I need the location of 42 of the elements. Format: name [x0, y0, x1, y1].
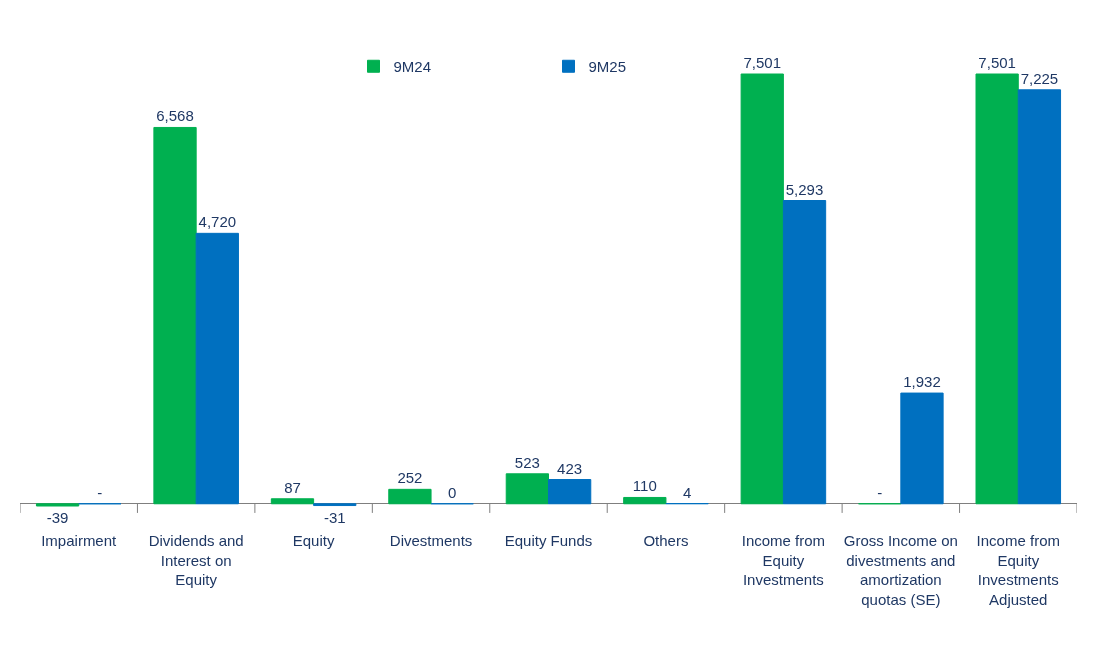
bar	[270, 498, 315, 505]
x-tick-label: Equity	[292, 532, 335, 549]
bar	[1017, 89, 1062, 505]
x-tick-label: Dividends and Interest on Equity	[148, 532, 244, 588]
data-label: 6,568	[156, 107, 194, 125]
x-tick-label: Equity Funds	[504, 532, 593, 549]
data-label: 423	[557, 459, 583, 477]
data-label: 110	[632, 477, 657, 495]
data-label: 523	[514, 453, 540, 471]
x-tick-label: Gross Income on divestments and amortization quotas (SE)	[843, 532, 958, 608]
data-label: -31	[323, 508, 346, 526]
legend-label: 9M24	[393, 58, 432, 76]
bar	[782, 200, 827, 505]
bar	[153, 126, 197, 505]
x-tick-label: Others	[643, 532, 689, 549]
legend-label: 9M25	[588, 58, 627, 76]
data-label: 0	[448, 483, 457, 501]
data-label: 7,501	[978, 54, 1016, 71]
bar	[623, 496, 667, 505]
x-tick-label: Impairment	[41, 532, 118, 549]
data-label: -39	[46, 509, 69, 526]
bar	[548, 479, 592, 505]
data-label: 5,293	[785, 180, 824, 198]
data-label: 252	[397, 469, 423, 487]
bar	[195, 232, 239, 505]
x-tick-label: Divestments	[389, 532, 473, 549]
bar	[35, 503, 80, 507]
x-tick-label: Income from Equity Investments	[741, 532, 826, 588]
data-label: 87	[284, 478, 301, 496]
bar	[505, 473, 549, 505]
data-label: 1,932	[903, 373, 941, 391]
data-label: 4	[682, 483, 692, 501]
bar	[900, 392, 944, 505]
bar	[740, 73, 784, 505]
x-tick-label: Income from Equity Investments Adjusted	[976, 532, 1060, 608]
data-label: -	[877, 483, 883, 501]
data-label: 7,225	[1020, 69, 1059, 87]
data-label: -	[97, 483, 103, 501]
bar	[388, 488, 432, 505]
data-label: 7,501	[743, 54, 782, 71]
bar	[975, 73, 1019, 505]
data-label: 4,720	[198, 213, 237, 231]
